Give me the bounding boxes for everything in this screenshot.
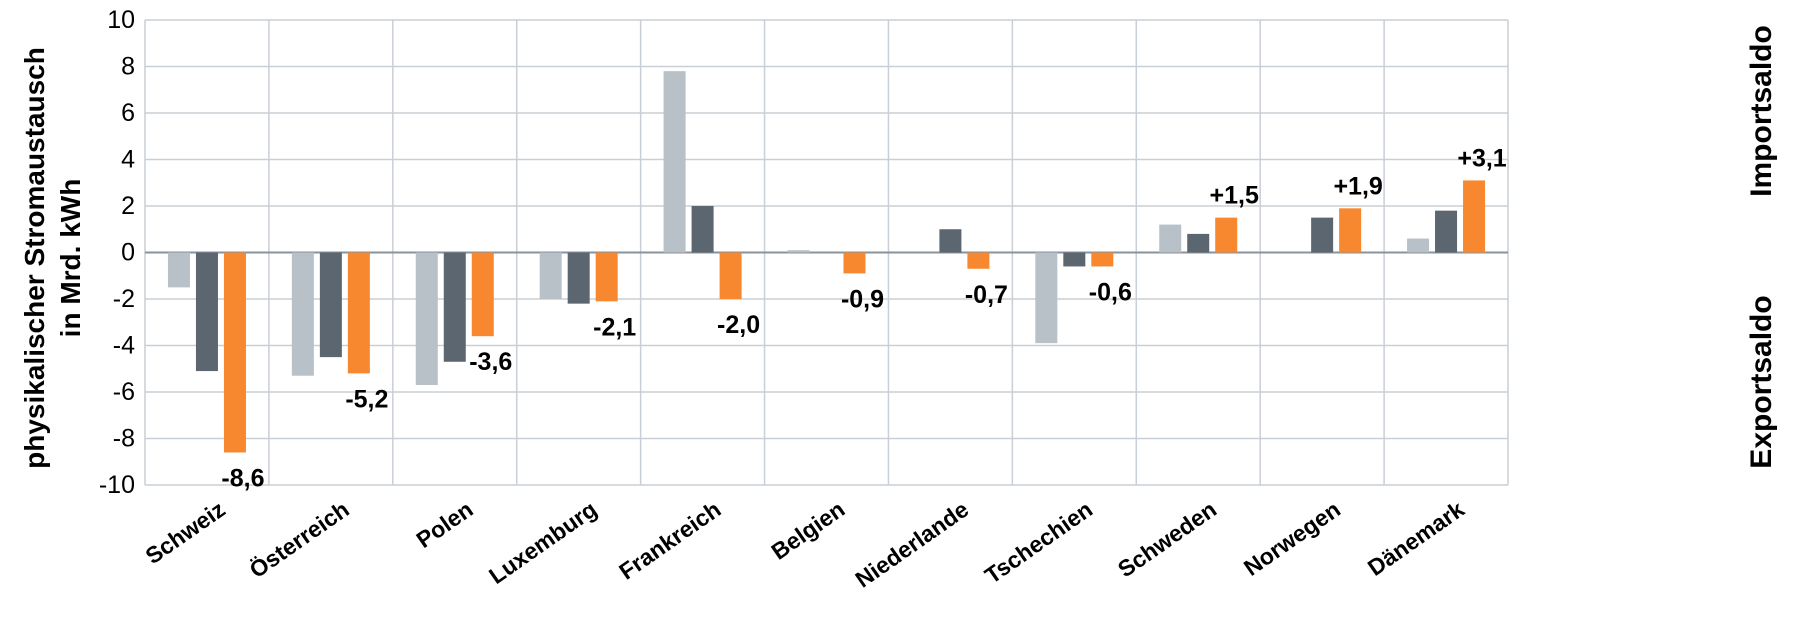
y-axis-title-line2: in Mrd. kWh bbox=[55, 179, 86, 338]
bar-schweiz-series2 bbox=[195, 252, 218, 372]
category-labels: Schweiz Österreich Polen Luxemburg Frankreic… bbox=[141, 496, 1470, 593]
y-tick-label: -10 bbox=[99, 471, 135, 499]
right-label-importsaldo: Importsaldo bbox=[1745, 25, 1778, 197]
data-label-tschechien: -0,6 bbox=[1089, 278, 1132, 306]
data-labels: -8,6 -5,2 -3,6 -2,1 -2,0 -0,9 -0,7 -0,6 +1,5 +1,9… bbox=[221, 144, 1506, 492]
bar-belgien-series1 bbox=[787, 250, 810, 253]
bar-schweiz-series1 bbox=[167, 252, 190, 288]
data-label-polen: -3,6 bbox=[469, 348, 512, 376]
y-tick-label: 2 bbox=[121, 192, 135, 220]
category-label-norwegen: Norwegen bbox=[1239, 496, 1345, 581]
data-label-schweden: +1,5 bbox=[1210, 182, 1259, 210]
category-label-niederlande: Niederlande bbox=[851, 496, 974, 593]
data-label-schweiz: -8,6 bbox=[221, 464, 264, 492]
bar-polen-series3 bbox=[471, 252, 494, 337]
bar-dänemark-series2 bbox=[1435, 210, 1458, 253]
category-label-dänemark: Dänemark bbox=[1363, 496, 1469, 581]
bar-tschechien-series3 bbox=[1091, 252, 1114, 267]
bar-dänemark-series1 bbox=[1407, 238, 1430, 253]
bar-luxemburg-series2 bbox=[567, 252, 590, 304]
bar-norwegen-series2 bbox=[1311, 217, 1334, 253]
category-label-belgien: Belgien bbox=[766, 496, 849, 565]
y-tick-label: -4 bbox=[113, 332, 135, 360]
y-tick-label: 8 bbox=[121, 53, 135, 81]
y-axis-title-line1: physikalischer Stromaustausch bbox=[19, 47, 50, 469]
data-label-niederlande: -0,7 bbox=[965, 281, 1008, 309]
y-tick-label: 0 bbox=[121, 239, 135, 267]
bar-tschechien-series1 bbox=[1035, 252, 1058, 344]
bar-schweden-series2 bbox=[1187, 233, 1210, 253]
y-tick-label: 10 bbox=[107, 6, 135, 34]
bar-österreich-series2 bbox=[319, 252, 342, 358]
gridlines bbox=[144, 19, 1509, 486]
y-tick-label: -2 bbox=[113, 285, 135, 313]
data-label-dänemark: +3,1 bbox=[1457, 144, 1506, 172]
category-label-österreich: Österreich bbox=[245, 496, 354, 583]
bar-frankreich-series1 bbox=[663, 71, 686, 253]
data-label-frankreich: -2,0 bbox=[717, 311, 760, 339]
bar-luxemburg-series1 bbox=[539, 252, 562, 299]
y-tick-label: 6 bbox=[121, 99, 135, 127]
bar-niederlande-series3 bbox=[967, 252, 990, 269]
bar-österreich-series3 bbox=[347, 252, 370, 374]
bar-dänemark-series3 bbox=[1463, 180, 1486, 253]
bar-frankreich-series3 bbox=[719, 252, 742, 299]
bars bbox=[167, 71, 1486, 453]
bar-polen-series1 bbox=[415, 252, 438, 386]
category-label-polen: Polen bbox=[411, 496, 477, 553]
bar-schweden-series3 bbox=[1215, 217, 1238, 253]
category-label-frankreich: Frankreich bbox=[614, 496, 725, 585]
category-label-schweiz: Schweiz bbox=[141, 496, 230, 569]
bar-frankreich-series2 bbox=[691, 206, 714, 253]
bar-schweiz-series3 bbox=[223, 252, 246, 453]
category-label-schweden: Schweden bbox=[1113, 496, 1221, 583]
bar-norwegen-series3 bbox=[1339, 208, 1362, 253]
data-label-norwegen: +1,9 bbox=[1333, 172, 1382, 200]
y-tick-label: -6 bbox=[113, 378, 135, 406]
bar-niederlande-series2 bbox=[939, 229, 962, 253]
right-label-exportsaldo: Exportsaldo bbox=[1745, 295, 1778, 468]
y-axis-ticks: 10 8 6 4 2 0 -2 -4 -6 -8 -10 bbox=[99, 6, 135, 499]
bar-belgien-series3 bbox=[843, 252, 866, 274]
category-label-tschechien: Tschechien bbox=[980, 496, 1097, 589]
bar-tschechien-series2 bbox=[1063, 252, 1086, 267]
bar-österreich-series1 bbox=[291, 252, 314, 376]
bar-schweden-series1 bbox=[1159, 224, 1182, 253]
data-label-belgien: -0,9 bbox=[841, 285, 884, 313]
category-label-luxemburg: Luxemburg bbox=[484, 496, 601, 589]
data-label-luxemburg: -2,1 bbox=[593, 313, 636, 341]
bar-polen-series2 bbox=[443, 252, 466, 362]
bar-luxemburg-series3 bbox=[595, 252, 618, 302]
y-tick-label: 4 bbox=[121, 146, 135, 174]
data-label-österreich: -5,2 bbox=[345, 385, 388, 413]
y-tick-label: -8 bbox=[113, 425, 135, 453]
